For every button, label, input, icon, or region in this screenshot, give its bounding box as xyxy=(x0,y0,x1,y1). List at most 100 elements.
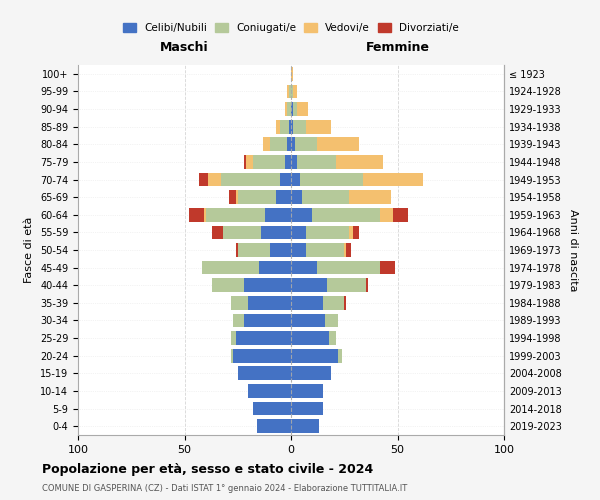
Bar xyxy=(253,155,284,169)
Bar xyxy=(232,349,233,362)
Bar xyxy=(327,278,365,292)
Bar xyxy=(302,190,349,204)
Bar xyxy=(291,243,306,257)
Bar xyxy=(189,208,203,222)
Bar xyxy=(276,120,280,134)
Bar xyxy=(291,314,325,328)
Text: COMUNE DI GASPERINA (CZ) - Dati ISTAT 1° gennaio 2024 - Elaborazione TUTTITALIA.: COMUNE DI GASPERINA (CZ) - Dati ISTAT 1°… xyxy=(42,484,407,493)
Bar xyxy=(244,155,246,169)
Bar xyxy=(236,331,291,345)
Bar xyxy=(317,138,359,151)
Bar xyxy=(208,172,221,186)
Bar xyxy=(248,296,291,310)
Bar xyxy=(202,260,259,274)
Bar xyxy=(212,278,244,292)
Bar xyxy=(338,349,342,362)
Bar xyxy=(325,314,338,328)
Text: Maschi: Maschi xyxy=(160,42,209,54)
Bar xyxy=(291,260,317,274)
Bar xyxy=(349,226,353,239)
Bar xyxy=(203,208,206,222)
Bar xyxy=(317,260,380,274)
Bar xyxy=(253,402,291,415)
Bar xyxy=(212,226,223,239)
Bar xyxy=(223,226,261,239)
Bar xyxy=(346,243,350,257)
Bar xyxy=(244,314,291,328)
Bar xyxy=(287,102,291,116)
Y-axis label: Fasce di età: Fasce di età xyxy=(25,217,34,283)
Bar xyxy=(323,296,344,310)
Bar xyxy=(291,208,313,222)
Bar xyxy=(246,155,253,169)
Bar xyxy=(291,278,327,292)
Bar xyxy=(259,260,291,274)
Bar xyxy=(238,190,276,204)
Bar xyxy=(306,243,344,257)
Bar xyxy=(298,102,308,116)
Bar xyxy=(261,226,291,239)
Bar xyxy=(229,190,236,204)
Bar xyxy=(299,172,364,186)
Bar xyxy=(364,172,423,186)
Bar xyxy=(353,226,359,239)
Bar xyxy=(199,172,208,186)
Bar xyxy=(263,138,270,151)
Bar xyxy=(313,208,380,222)
Bar xyxy=(284,102,287,116)
Bar xyxy=(236,243,238,257)
Bar xyxy=(291,84,293,98)
Bar xyxy=(291,102,293,116)
Bar xyxy=(265,208,291,222)
Bar xyxy=(291,331,329,345)
Bar xyxy=(221,172,280,186)
Bar xyxy=(291,67,293,80)
Bar xyxy=(291,172,299,186)
Bar xyxy=(276,190,291,204)
Bar xyxy=(238,243,270,257)
Bar xyxy=(206,208,265,222)
Bar xyxy=(380,260,395,274)
Bar xyxy=(287,84,289,98)
Bar xyxy=(291,420,319,433)
Bar xyxy=(233,314,244,328)
Bar xyxy=(291,190,302,204)
Bar xyxy=(393,208,408,222)
Bar xyxy=(257,420,291,433)
Bar xyxy=(298,155,336,169)
Bar xyxy=(291,366,331,380)
Y-axis label: Anni di nascita: Anni di nascita xyxy=(568,209,578,291)
Bar xyxy=(293,102,298,116)
Bar xyxy=(289,84,291,98)
Bar xyxy=(238,366,291,380)
Bar xyxy=(232,296,248,310)
Bar xyxy=(280,120,289,134)
Bar xyxy=(248,384,291,398)
Bar xyxy=(291,226,306,239)
Bar xyxy=(291,402,323,415)
Bar xyxy=(270,243,291,257)
Bar xyxy=(291,155,298,169)
Bar xyxy=(349,190,391,204)
Bar xyxy=(287,138,291,151)
Bar xyxy=(291,296,323,310)
Bar xyxy=(291,138,295,151)
Bar xyxy=(306,226,349,239)
Text: Femmine: Femmine xyxy=(365,42,430,54)
Bar xyxy=(289,120,291,134)
Bar xyxy=(336,155,383,169)
Bar xyxy=(344,243,346,257)
Bar xyxy=(380,208,393,222)
Text: Popolazione per età, sesso e stato civile - 2024: Popolazione per età, sesso e stato civil… xyxy=(42,462,373,475)
Bar xyxy=(293,84,298,98)
Bar xyxy=(291,120,293,134)
Bar xyxy=(365,278,368,292)
Bar xyxy=(244,278,291,292)
Bar xyxy=(236,190,238,204)
Bar xyxy=(344,296,346,310)
Bar xyxy=(270,138,287,151)
Bar xyxy=(306,120,331,134)
Bar xyxy=(280,172,291,186)
Legend: Celibi/Nubili, Coniugati/e, Vedovi/e, Divorziati/e: Celibi/Nubili, Coniugati/e, Vedovi/e, Di… xyxy=(119,18,463,37)
Bar xyxy=(293,120,306,134)
